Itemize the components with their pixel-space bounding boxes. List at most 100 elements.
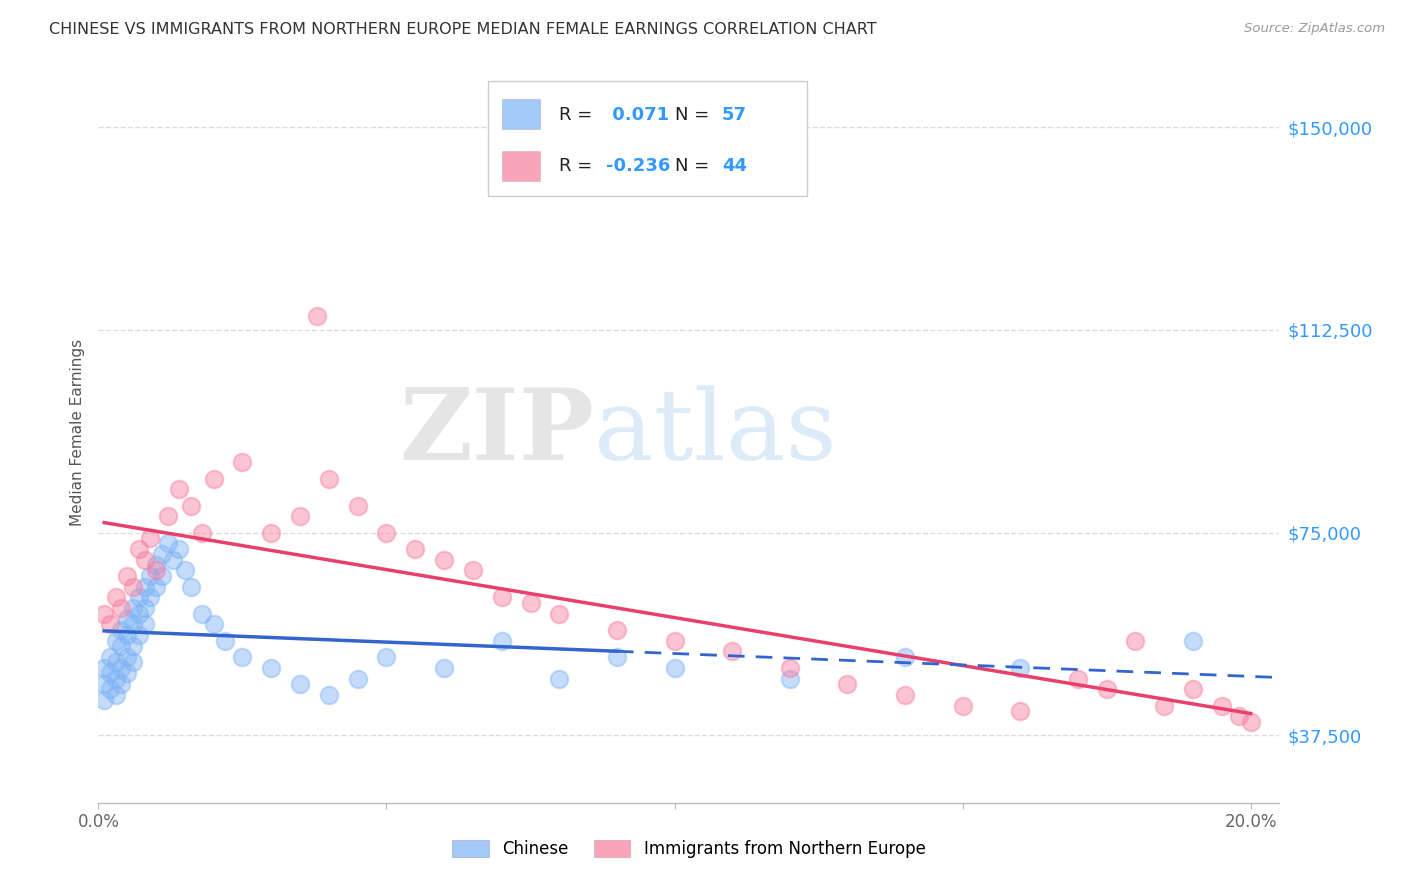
Point xyxy=(288,677,311,691)
Point xyxy=(122,655,145,669)
Y-axis label: Median Female Earnings: Median Female Earnings xyxy=(69,339,84,526)
Point xyxy=(104,633,127,648)
Point xyxy=(1240,714,1263,729)
Point xyxy=(1125,633,1147,648)
Point xyxy=(134,580,156,594)
Point xyxy=(433,552,456,566)
Point xyxy=(548,672,571,686)
Point xyxy=(375,649,398,664)
Point xyxy=(606,649,628,664)
Point xyxy=(145,558,167,572)
Point xyxy=(1067,672,1090,686)
Point xyxy=(139,591,162,605)
Point xyxy=(98,666,121,681)
Point xyxy=(288,509,311,524)
Text: ZIP: ZIP xyxy=(399,384,595,481)
Point xyxy=(519,596,541,610)
Point xyxy=(346,672,368,686)
Point xyxy=(122,580,145,594)
FancyBboxPatch shape xyxy=(502,99,540,129)
Point xyxy=(1010,661,1032,675)
Point xyxy=(128,628,150,642)
Point xyxy=(191,607,214,621)
Text: N =: N = xyxy=(675,157,714,175)
Point xyxy=(104,688,127,702)
Point xyxy=(1182,633,1205,648)
Point xyxy=(318,688,340,702)
Text: atlas: atlas xyxy=(595,384,837,481)
Text: R =: R = xyxy=(560,106,598,124)
Point xyxy=(214,633,236,648)
Point xyxy=(664,661,686,675)
Point xyxy=(231,649,253,664)
Point xyxy=(606,623,628,637)
Point xyxy=(98,682,121,697)
Point xyxy=(110,601,132,615)
Point xyxy=(134,617,156,632)
Point xyxy=(894,688,917,702)
Point xyxy=(93,607,115,621)
Point xyxy=(162,552,184,566)
Point xyxy=(167,483,190,497)
Point xyxy=(1182,682,1205,697)
Point xyxy=(115,569,138,583)
Text: Source: ZipAtlas.com: Source: ZipAtlas.com xyxy=(1244,22,1385,36)
Point xyxy=(104,591,127,605)
Text: 44: 44 xyxy=(723,157,747,175)
Text: CHINESE VS IMMIGRANTS FROM NORTHERN EUROPE MEDIAN FEMALE EARNINGS CORRELATION CH: CHINESE VS IMMIGRANTS FROM NORTHERN EURO… xyxy=(49,22,877,37)
Point xyxy=(110,623,132,637)
Point xyxy=(104,672,127,686)
Point xyxy=(104,655,127,669)
Point xyxy=(156,509,179,524)
Point xyxy=(115,628,138,642)
Point xyxy=(128,541,150,556)
Point xyxy=(93,661,115,675)
Point xyxy=(93,677,115,691)
Point xyxy=(115,649,138,664)
Point xyxy=(837,677,859,691)
Point xyxy=(779,661,801,675)
Point xyxy=(202,617,225,632)
Point xyxy=(156,536,179,550)
Point xyxy=(115,612,138,626)
Point xyxy=(1227,709,1250,723)
Point xyxy=(375,525,398,540)
Point xyxy=(491,591,513,605)
FancyBboxPatch shape xyxy=(488,81,807,195)
Point xyxy=(98,617,121,632)
Point xyxy=(134,552,156,566)
Point xyxy=(180,499,202,513)
Point xyxy=(491,633,513,648)
Point xyxy=(260,525,283,540)
Point xyxy=(110,639,132,653)
Point xyxy=(1095,682,1118,697)
Point xyxy=(122,601,145,615)
Point xyxy=(433,661,456,675)
Point xyxy=(346,499,368,513)
Point xyxy=(1211,698,1233,713)
Point xyxy=(145,563,167,577)
Point xyxy=(307,310,329,324)
Point xyxy=(110,661,132,675)
Point xyxy=(110,677,132,691)
Point xyxy=(145,580,167,594)
Point xyxy=(150,569,173,583)
Point xyxy=(404,541,426,556)
Point xyxy=(664,633,686,648)
Point xyxy=(260,661,283,675)
Point xyxy=(122,617,145,632)
Legend: Chinese, Immigrants from Northern Europe: Chinese, Immigrants from Northern Europe xyxy=(446,833,932,865)
Point xyxy=(894,649,917,664)
Point xyxy=(93,693,115,707)
Text: -0.236: -0.236 xyxy=(606,157,671,175)
Point xyxy=(721,644,744,658)
Point xyxy=(1153,698,1175,713)
Point xyxy=(461,563,484,577)
Point xyxy=(150,547,173,561)
Point xyxy=(180,580,202,594)
Point xyxy=(231,455,253,469)
Point xyxy=(139,569,162,583)
Point xyxy=(318,471,340,485)
Point xyxy=(98,649,121,664)
Point xyxy=(139,531,162,545)
